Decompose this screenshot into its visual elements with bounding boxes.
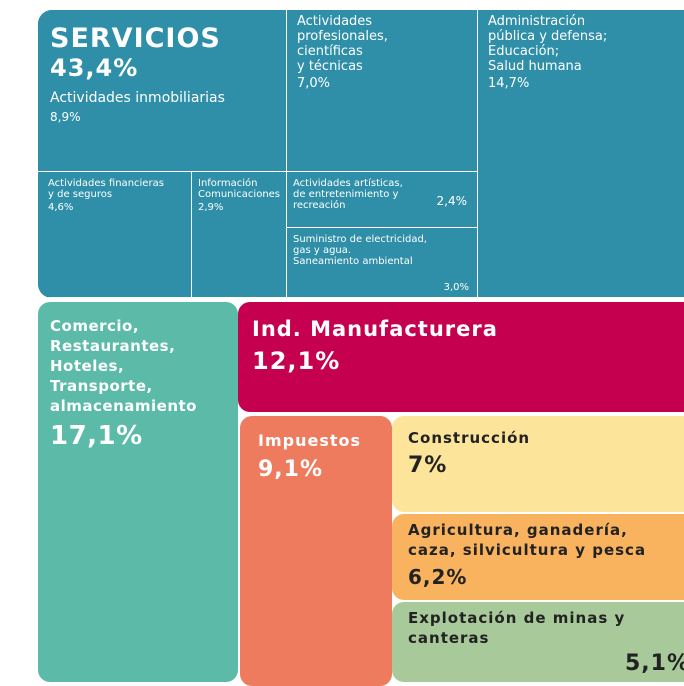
tile: Actividades artísticas, de entretenimient… bbox=[287, 172, 478, 228]
tile-value: 2,9% bbox=[198, 202, 224, 213]
tile: Información Comunicaciones 2,9% bbox=[192, 172, 287, 298]
label-line: de entretenimiento y bbox=[293, 189, 399, 200]
label-line: Hoteles, bbox=[50, 357, 125, 375]
label-line: Explotación de minas y bbox=[408, 609, 626, 627]
label-line: profesionales, bbox=[297, 29, 388, 44]
label-line: Agricultura, ganadería, bbox=[408, 521, 628, 539]
label-line: canteras bbox=[408, 629, 490, 647]
tile-value: 7,0% bbox=[297, 76, 331, 91]
label-line: Construcción bbox=[408, 429, 531, 447]
label-line: Comunicaciones bbox=[198, 189, 281, 200]
label-line: científicas bbox=[297, 44, 363, 59]
tile-value: 8,9% bbox=[50, 110, 81, 124]
tile-value: 12,1% bbox=[252, 347, 341, 375]
tile-value: 4,6% bbox=[48, 202, 74, 213]
label-line: Actividades bbox=[297, 14, 373, 29]
label-line: Actividades artísticas, bbox=[293, 178, 403, 189]
tile-value: 14,7% bbox=[488, 76, 530, 91]
label-line: Información bbox=[198, 178, 258, 189]
label-line: Ind. Manufacturera bbox=[252, 317, 498, 341]
label-line: Actividades financieras bbox=[48, 178, 164, 189]
tile: Suministro de electricidad, gas y agua. Sa… bbox=[287, 228, 478, 298]
label-line: recreación bbox=[293, 200, 346, 211]
label-line: almacenamiento bbox=[50, 397, 197, 415]
label-line: Comercio, bbox=[50, 317, 140, 335]
label-line: Transporte, bbox=[50, 377, 153, 395]
tile: Explotación de minas y canteras 5,1% bbox=[392, 602, 684, 682]
tile: Actividades financieras y de seguros 4,6% bbox=[38, 172, 192, 298]
tile-value: 6,2% bbox=[408, 565, 468, 589]
label-line: Actividades inmobiliarias bbox=[50, 90, 225, 106]
label-line: Salud humana bbox=[488, 59, 582, 74]
tile: Agricultura, ganadería, caza, silvicultur… bbox=[392, 514, 684, 600]
label-line: y de seguros bbox=[48, 189, 113, 200]
tile: Comercio, Restaurantes, Hoteles, Transporte… bbox=[38, 302, 238, 682]
label-line: Educación; bbox=[488, 44, 560, 59]
tile-value: 17,1% bbox=[50, 421, 143, 451]
label-line: caza, silvicultura y pesca bbox=[408, 541, 647, 559]
label-line: pública y defensa; bbox=[488, 29, 608, 44]
tile-value: 9,1% bbox=[258, 457, 324, 482]
tile-value: 7% bbox=[408, 453, 448, 478]
tile: Administración pública y defensa; Educació… bbox=[478, 10, 684, 298]
tile: Construcción 7% bbox=[392, 416, 684, 512]
tile: SERVICIOS 43,4% Actividades inmobiliaria… bbox=[38, 10, 287, 172]
tile-value: 2,4% bbox=[436, 194, 468, 208]
services-group: SERVICIOS 43,4% Actividades inmobiliaria… bbox=[38, 10, 684, 298]
tile: Impuestos 9,1% bbox=[240, 416, 392, 686]
group-value: 43,4% bbox=[50, 54, 139, 82]
label-line: Impuestos bbox=[258, 431, 362, 450]
tile: Actividades profesionales, científicas y té… bbox=[287, 10, 478, 172]
label-line: Administración bbox=[488, 14, 586, 29]
tile-value: 3,0% bbox=[443, 282, 469, 293]
label-line: y técnicas bbox=[297, 59, 363, 74]
tile-value: 5,1% bbox=[624, 651, 684, 676]
label-line: Suministro de electricidad, bbox=[293, 234, 427, 245]
tile: Ind. Manufacturera 12,1% bbox=[238, 302, 684, 412]
label-line: Saneamiento ambiental bbox=[293, 256, 413, 267]
label-line: Restaurantes, bbox=[50, 337, 176, 355]
label-line: gas y agua. bbox=[293, 245, 352, 256]
tile-text: Actividades inmobiliarias 8,9% bbox=[50, 90, 274, 126]
group-title: SERVICIOS bbox=[50, 23, 221, 54]
page: SERVICIOS 43,4% Actividades inmobiliaria… bbox=[38, 10, 684, 686]
